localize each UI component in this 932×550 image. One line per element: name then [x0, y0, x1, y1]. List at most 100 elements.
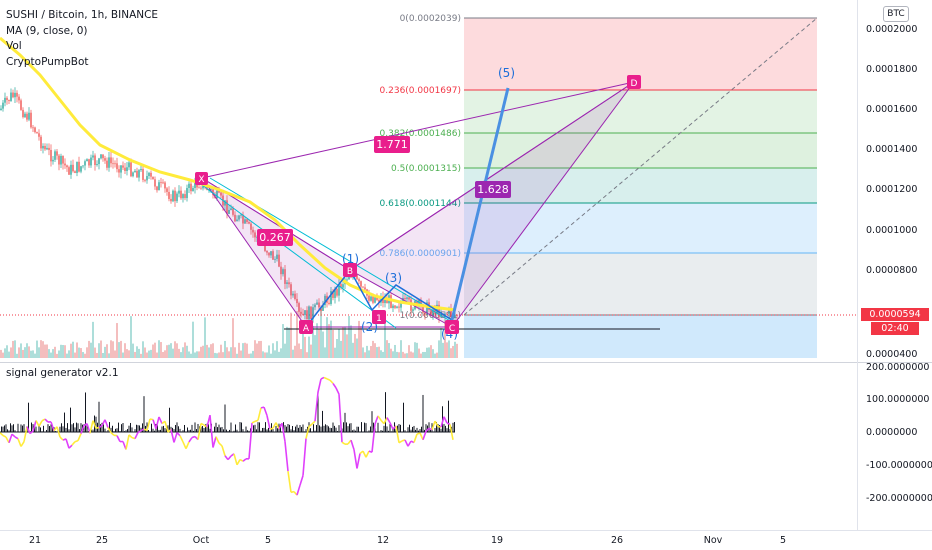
oscillator-segment [0, 432, 4, 437]
oscillator-segment [299, 475, 304, 486]
ratio-badge-ac[interactable]: 1 [372, 310, 386, 324]
indicator-histogram-bar [383, 425, 385, 432]
point-badge-d[interactable]: D [627, 75, 641, 89]
volume-bar [60, 344, 62, 358]
volume-bar [184, 342, 186, 358]
candle-body [266, 250, 268, 253]
volume-bar [142, 341, 144, 358]
candle-body [314, 304, 316, 308]
oscillator-segment [131, 436, 136, 440]
indicator-histogram-bar [106, 431, 107, 432]
fib-retracement[interactable] [463, 17, 818, 358]
volume-bar [310, 344, 312, 358]
volume-bar [174, 341, 176, 358]
candle-body [154, 179, 156, 187]
oscillator-segment [95, 426, 100, 429]
indicator-histogram-bar [13, 424, 14, 432]
indicator-histogram-bar [361, 422, 362, 432]
candle-body [398, 306, 400, 308]
volume-bar [390, 348, 392, 358]
volume-bar [126, 349, 128, 358]
candle-body [424, 312, 426, 315]
point-badge-c[interactable]: C [445, 320, 459, 334]
ratio-badge-xb[interactable]: 0.267 [257, 229, 293, 246]
volume-bar [242, 343, 244, 358]
indicator-panel[interactable] [0, 376, 455, 496]
oscillator-segment [365, 450, 370, 458]
indicator-pumpbot-label[interactable]: CryptoPumpBot [6, 55, 89, 68]
volume-bar [28, 346, 30, 358]
volume-bar [440, 328, 442, 358]
oscillator-segment [425, 427, 430, 432]
candle-body [186, 188, 188, 199]
ratio-badge-xd[interactable]: 1.628 [475, 181, 511, 198]
indicator-histogram-bar [350, 423, 352, 432]
indicator-histogram-bar [163, 425, 164, 432]
candle-body [48, 147, 50, 150]
volume-bar [284, 343, 286, 358]
indicator-histogram-bar [46, 429, 47, 432]
candle-body [4, 97, 6, 103]
candle-body [184, 194, 186, 199]
oscillator-segment [269, 427, 274, 431]
price-axis[interactable]: 0.0002000 0.0001800 0.0001600 0.0001400 0.00… [866, 24, 917, 360]
indicator-vol-label[interactable]: Vol [6, 40, 22, 52]
currency-badge[interactable]: BTC [883, 6, 909, 22]
candle-body [218, 190, 220, 193]
volume-bar [204, 317, 206, 358]
indicator-histogram-bar [388, 430, 389, 432]
candle-body [144, 179, 146, 181]
indicator-histogram-bar [55, 431, 56, 432]
volume-bar [200, 346, 202, 358]
candle-body [422, 305, 424, 313]
indicator-histogram-bar [139, 425, 140, 432]
indicator-histogram-bar [73, 423, 74, 432]
volume-bar [170, 343, 172, 358]
oscillator-segment [242, 458, 247, 462]
candle-body [250, 223, 252, 230]
indicator-panel-title[interactable]: signal generator v2.1 [6, 367, 119, 379]
ma-line[interactable] [0, 36, 456, 312]
candle-body [166, 188, 168, 192]
time-axis-label-1: 25 [96, 535, 108, 546]
symbol-title[interactable]: SUSHI / Bitcoin, 1h, BINANCE [6, 9, 159, 21]
volume-bar [360, 326, 362, 358]
volume-bar [274, 350, 276, 358]
indicator-histogram-bar [169, 407, 170, 432]
indicator-histogram-bar [236, 429, 238, 432]
candle-body [232, 208, 234, 215]
indicator-histogram-bar [392, 427, 394, 432]
indicator-axis[interactable]: 200.0000000 100.0000000 0.0000000 -100.0000… [866, 362, 932, 504]
candle-body [402, 297, 404, 303]
ratio-badge-bd[interactable]: 1.771 [374, 136, 410, 153]
fib-label-2: 0.382(0.0001486) [380, 129, 461, 139]
indicator-histogram-bar [286, 426, 287, 432]
oscillator-segment [110, 432, 115, 436]
candle-body [308, 306, 310, 320]
indicator-histogram-bar [239, 422, 241, 432]
candle-body [80, 166, 82, 172]
indicator-histogram-bar [284, 425, 286, 432]
indicator-histogram-bar [380, 430, 382, 432]
harmonic-pattern[interactable] [201, 81, 635, 328]
candle-body [146, 176, 148, 181]
volume-bar [342, 327, 344, 358]
volume-bar [132, 343, 134, 358]
volume-bar [344, 326, 346, 358]
volume-bar [106, 344, 108, 358]
oscillator-segment [221, 445, 226, 457]
time-axis[interactable]: 21 25 Oct 5 12 19 26 Nov 5 [29, 535, 786, 546]
indicator-histogram-bar [250, 428, 251, 432]
price-axis-label-6: 0.0000800 [866, 265, 917, 276]
indicator-histogram-bar [32, 424, 34, 432]
candle-body [280, 266, 282, 275]
indicator-ma-label[interactable]: MA (9, close, 0) [6, 24, 88, 37]
candle-body [316, 302, 318, 305]
indicator-histogram-bar [422, 394, 424, 432]
candle-body [234, 214, 236, 222]
point-badge-b[interactable]: B [343, 263, 357, 277]
point-badge-a[interactable]: A [299, 320, 313, 334]
point-badge-x[interactable]: X [195, 172, 208, 185]
candle-body [288, 282, 290, 285]
